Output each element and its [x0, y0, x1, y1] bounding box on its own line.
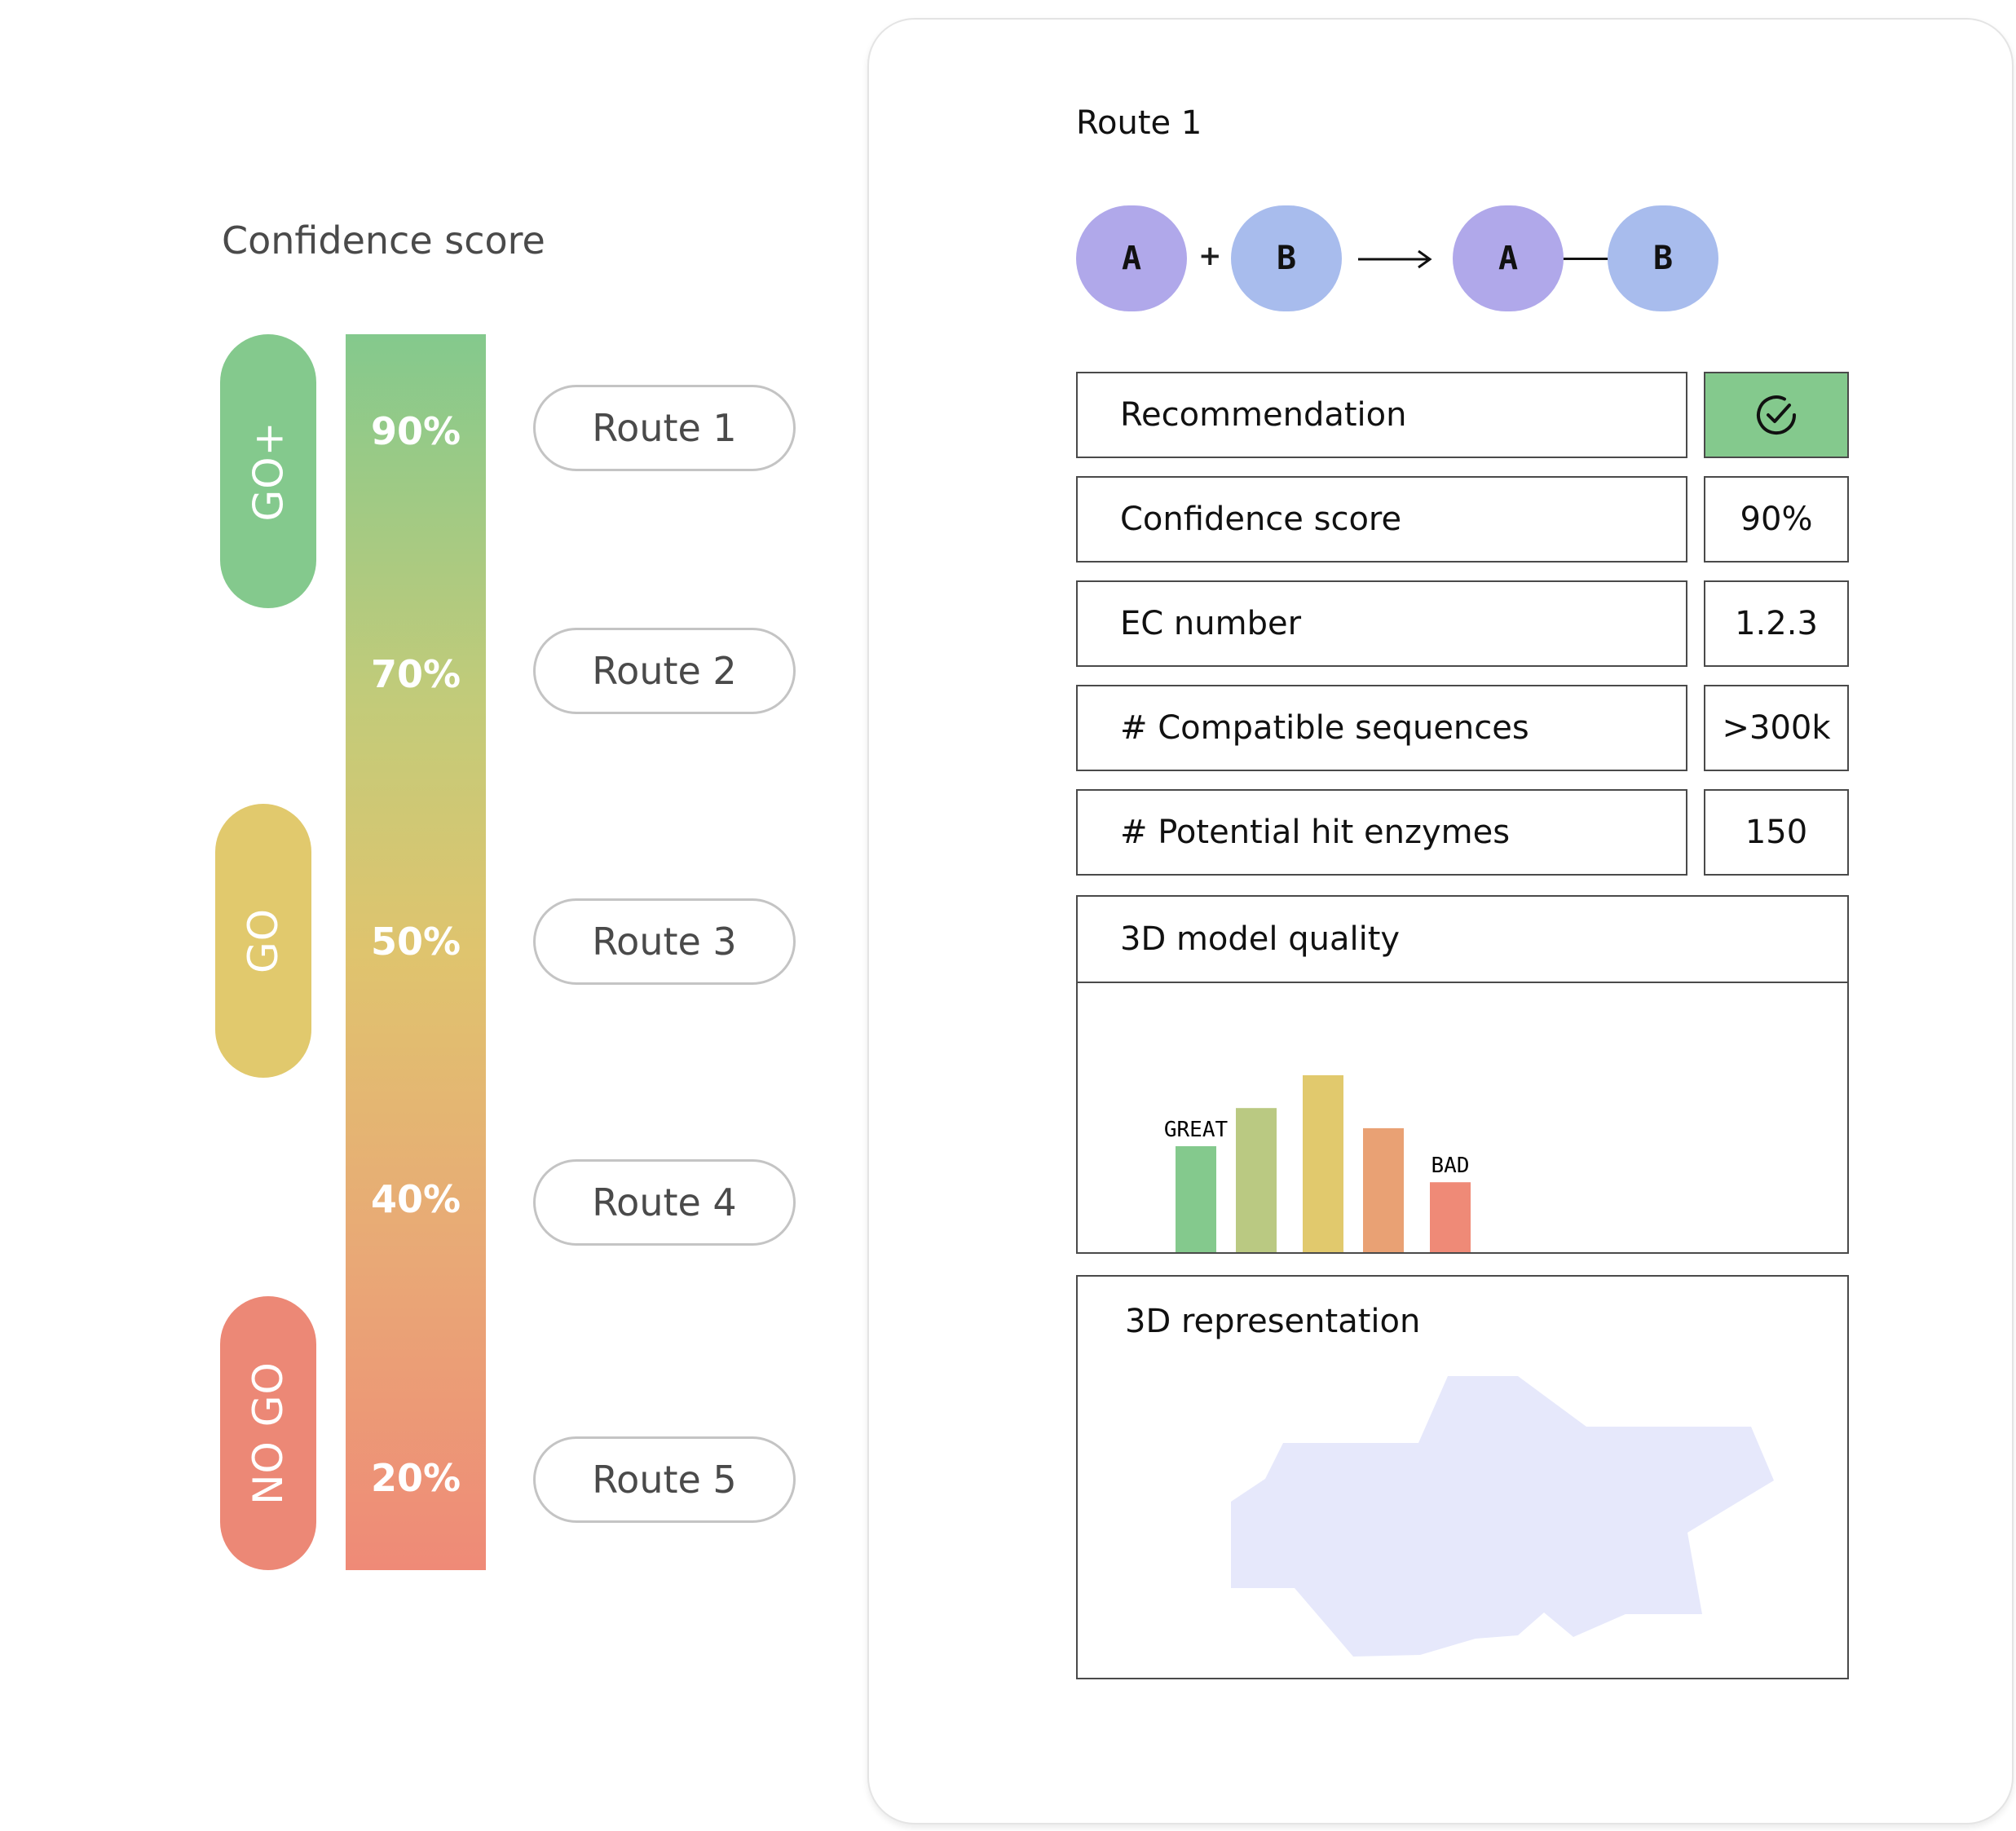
route-4-button[interactable]: Route 4	[533, 1159, 796, 1246]
ec-number-label: EC number	[1076, 580, 1687, 667]
representation-panel: 3D representation	[1076, 1275, 1849, 1679]
go-plus-label: GO+	[245, 421, 292, 522]
go-plus-badge: GO+	[220, 334, 316, 608]
confidence-gradient-bar	[346, 334, 486, 1570]
great-label: GREAT	[1164, 1118, 1229, 1142]
route-1-button[interactable]: Route 1	[533, 385, 796, 471]
model-quality-chart: GREAT BAD	[1164, 1074, 1471, 1252]
confidence-score-value: 90%	[1704, 476, 1849, 563]
check-circle-icon	[1757, 395, 1797, 435]
reaction-arrow-icon	[1358, 249, 1432, 269]
bad-label: BAD	[1431, 1154, 1470, 1178]
percent-label-40: 40%	[370, 1177, 461, 1221]
quality-bar-3	[1303, 1074, 1343, 1252]
percent-label-90: 90%	[370, 409, 461, 453]
protein-shape-image	[1231, 1376, 1774, 1657]
ec-number-value: 1.2.3	[1704, 580, 1849, 667]
plus-sign: +	[1198, 240, 1222, 272]
quality-bar-2	[1236, 1108, 1277, 1252]
go-label: GO	[239, 907, 287, 974]
percent-label-50: 50%	[370, 920, 461, 964]
bond-line	[1562, 258, 1611, 260]
confidence-score-title: Confidence score	[222, 218, 545, 263]
potential-hit-enzymes-label: # Potential hit enzymes	[1076, 789, 1687, 876]
product-a: A	[1453, 205, 1564, 311]
no-go-badge: NO GO	[220, 1296, 316, 1570]
representation-title: 3D representation	[1125, 1303, 1421, 1340]
compatible-sequences-label: # Compatible sequences	[1076, 685, 1687, 771]
compatible-sequences-value: >300k	[1704, 685, 1849, 771]
quality-bar-5	[1430, 1182, 1471, 1252]
product-b: B	[1608, 205, 1718, 311]
go-badge: GO	[215, 804, 311, 1078]
quality-bar-1	[1176, 1146, 1216, 1252]
reactant-a: A	[1076, 205, 1187, 311]
recommendation-label: Recommendation	[1076, 372, 1687, 458]
route-2-button[interactable]: Route 2	[533, 628, 796, 714]
reactant-b: B	[1231, 205, 1342, 311]
model-quality-title: 3D model quality	[1078, 897, 1847, 983]
no-go-label: NO GO	[245, 1361, 293, 1505]
model-quality-panel: 3D model quality GREAT BAD	[1076, 895, 1849, 1254]
percent-label-20: 20%	[370, 1456, 461, 1500]
percent-label-70: 70%	[370, 652, 461, 696]
quality-bar-4	[1363, 1127, 1404, 1252]
route-5-button[interactable]: Route 5	[533, 1436, 796, 1523]
route-detail-title: Route 1	[1076, 104, 1202, 142]
potential-hit-enzymes-value: 150	[1704, 789, 1849, 876]
recommendation-value	[1704, 372, 1849, 458]
route-3-button[interactable]: Route 3	[533, 898, 796, 985]
confidence-score-label: Confidence score	[1076, 476, 1687, 563]
